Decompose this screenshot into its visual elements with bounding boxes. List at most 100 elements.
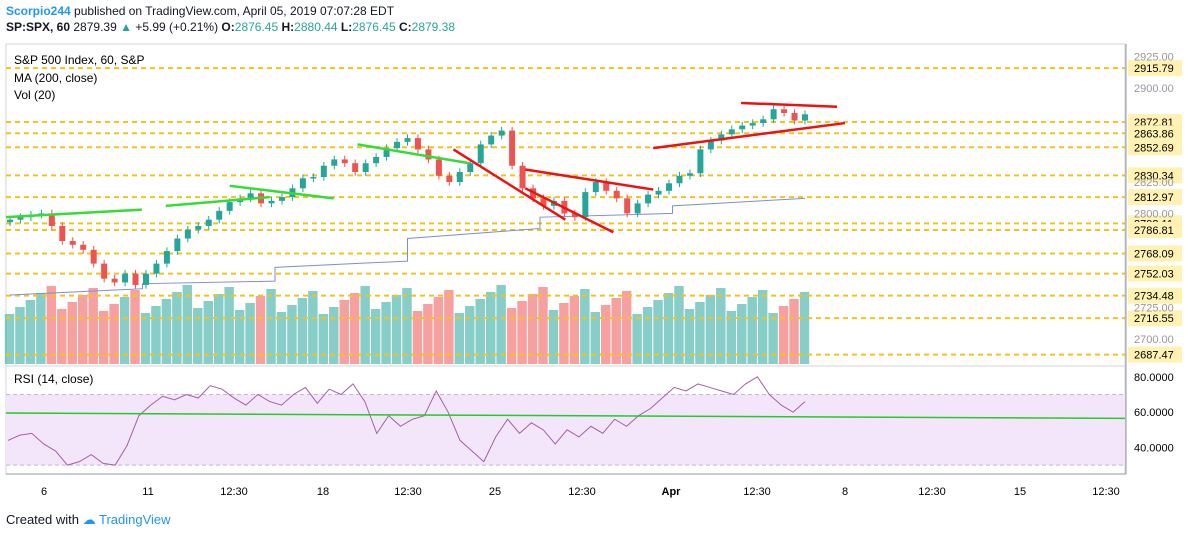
volume-bar [684,309,695,364]
footer: Created with ☁ TradingView [6,512,171,528]
candle-body [498,130,505,136]
price-tick: 2725.00 [1134,303,1174,315]
volume-bar [789,299,799,364]
candle-body [80,244,87,250]
volume-bar [465,306,475,364]
chart-header: Scorpio244 published on TradingView.com,… [6,3,455,37]
time-tick: 12:30 [568,486,596,498]
candle-body [488,135,495,145]
trendline [357,143,470,165]
price-tick: 2800.00 [1134,208,1174,220]
level-label-bg [1128,221,1182,238]
candle-body [394,141,401,149]
volume-bar [590,312,601,364]
candle-body [153,263,160,274]
time-tick: 8 [842,486,848,498]
candle-body [802,114,808,121]
time-tick: 12:30 [743,486,771,498]
high-value: 2880.44 [294,20,338,34]
tradingview-logo-icon: ☁ [82,512,96,527]
volume-bar [674,286,684,364]
candle-body [582,192,589,218]
candle-body [247,193,254,199]
time-tick: 12:30 [918,486,946,498]
candle-body [205,219,212,226]
candle-body [781,109,788,114]
volume-bar [161,299,172,364]
volume-bar [663,293,674,364]
volume-bar [172,292,182,364]
volume-bar [151,306,161,364]
candle-body [456,172,463,183]
volume-bar [527,294,538,364]
volume-bar [768,313,778,364]
candle-body [666,183,673,191]
volume-bar [193,308,203,364]
time-tick: 6 [41,486,47,498]
legend-rsi: RSI (14, close) [14,372,93,386]
time-tick: 18 [317,486,329,498]
candle-body [676,175,683,184]
trendline [452,148,567,221]
legend-vol: Vol (20) [14,88,55,102]
volume-bar [67,302,77,364]
symbol-label: SP:SPX, 60 [6,20,71,34]
candle-body [341,159,348,164]
legend-title: S&P 500 Index, 60, S&P [14,53,145,67]
candle-body [331,159,338,166]
trendline [524,187,614,234]
candle-body [383,148,390,157]
candle-body [226,202,233,211]
low-label: L: [340,20,353,34]
time-tick: Apr [662,486,682,498]
volume-bar [799,292,810,364]
volume-bar [580,289,590,364]
volume-bar [46,286,57,364]
level-label-bg [1128,245,1182,262]
volume-bar [632,314,642,364]
close-value: 2879.38 [411,20,456,34]
volume-bar [119,297,130,364]
candle-body [17,217,24,220]
candle-body [69,241,76,245]
rsi-trendline [5,412,1126,420]
tradingview-link[interactable]: TradingView [99,512,171,527]
time-tick: 25 [489,486,501,498]
candle-body [613,190,620,199]
volume-bar [569,296,580,364]
time-tick: 12:30 [1092,486,1120,498]
volume-bar [496,285,506,364]
candle-body [519,165,526,189]
volume-bar [423,304,433,364]
candle-body [686,173,693,176]
author-link[interactable]: Scorpio244 [6,4,71,18]
volume-bar [224,287,234,364]
volume-bar [255,296,266,364]
level-label-bg [1128,189,1182,206]
volume-bar [778,306,789,364]
candle-body [142,273,149,285]
candle-body [362,163,369,172]
open-label: O: [221,20,235,34]
low-value: 2876.45 [352,20,396,34]
candle-body [749,123,756,126]
volume-bar [653,300,663,364]
level-label: 2852.69 [1134,142,1174,154]
level-label-bg [1128,167,1182,184]
level-label: 2830.34 [1134,170,1174,182]
level-label: 2734.48 [1134,291,1174,303]
volume-bar [109,304,119,364]
volume-bar [370,309,381,364]
volume-bar [538,287,548,364]
rsi-tick: 80.0000 [1134,372,1174,384]
candle-body [48,213,55,226]
legend-ma: MA (200, close) [14,71,97,85]
volume-bar [716,288,726,364]
volume-bar [25,300,36,364]
volume-bar [391,295,402,364]
volume-bar [475,299,485,364]
volume-bar [77,295,88,364]
volume-bar [140,313,151,364]
volume-bar [318,314,329,364]
